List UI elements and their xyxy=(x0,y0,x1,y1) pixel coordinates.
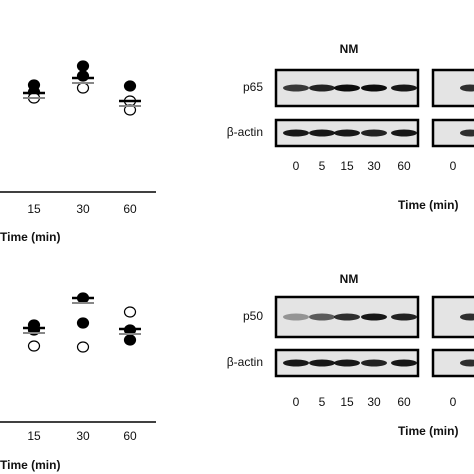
lane-label: 5 xyxy=(319,395,326,409)
x-tick-label: 15 xyxy=(27,429,41,443)
band xyxy=(309,129,335,137)
lane-label: 30 xyxy=(367,395,381,409)
lane-label: 0 xyxy=(450,395,457,409)
band xyxy=(361,129,387,137)
lane-label: 60 xyxy=(397,159,411,173)
dot xyxy=(76,317,90,329)
x-axis-title: Time (min) xyxy=(398,424,458,438)
control-label: β-actin xyxy=(227,355,263,369)
dot xyxy=(76,60,90,72)
band xyxy=(334,359,360,367)
x-tick-label: 30 xyxy=(76,202,90,216)
dot xyxy=(76,70,90,82)
dot xyxy=(76,82,90,94)
band xyxy=(460,129,474,137)
band xyxy=(334,129,360,137)
band xyxy=(283,313,309,321)
x-axis-title: Time (min) xyxy=(0,230,60,244)
blot-title: NM xyxy=(340,42,359,56)
band xyxy=(391,129,417,137)
band xyxy=(391,359,417,367)
dot xyxy=(27,340,41,352)
x-tick-label: 15 xyxy=(27,202,41,216)
band xyxy=(283,84,309,92)
band xyxy=(361,84,387,92)
band xyxy=(309,84,335,92)
dot xyxy=(76,341,90,353)
band xyxy=(334,84,360,92)
lane-label: 0 xyxy=(293,395,300,409)
dot xyxy=(123,80,137,92)
lane-label: 0 xyxy=(293,159,300,173)
band xyxy=(309,359,335,367)
band xyxy=(361,313,387,321)
lane-label: 15 xyxy=(340,159,354,173)
x-tick-label: 60 xyxy=(123,429,137,443)
target-label: p65 xyxy=(243,80,263,94)
target-label: p50 xyxy=(243,309,263,323)
dot xyxy=(123,306,137,318)
x-tick-label: 30 xyxy=(76,429,90,443)
band xyxy=(334,313,360,321)
band xyxy=(391,84,417,92)
lane-label: 5 xyxy=(319,159,326,173)
band xyxy=(283,359,309,367)
control-label: β-actin xyxy=(227,125,263,139)
lane-label: 0 xyxy=(450,159,457,173)
band xyxy=(283,129,309,137)
dot xyxy=(123,334,137,346)
lane-label: 30 xyxy=(367,159,381,173)
band xyxy=(460,359,474,367)
x-axis-title: Time (min) xyxy=(398,198,458,212)
lane-label: 15 xyxy=(340,395,354,409)
blot-title: NM xyxy=(340,272,359,286)
band xyxy=(391,313,417,321)
band xyxy=(460,313,474,321)
band xyxy=(309,313,335,321)
lane-label: 60 xyxy=(397,395,411,409)
x-tick-label: 60 xyxy=(123,202,137,216)
x-axis-title: Time (min) xyxy=(0,458,60,472)
band xyxy=(460,84,474,92)
band xyxy=(361,359,387,367)
